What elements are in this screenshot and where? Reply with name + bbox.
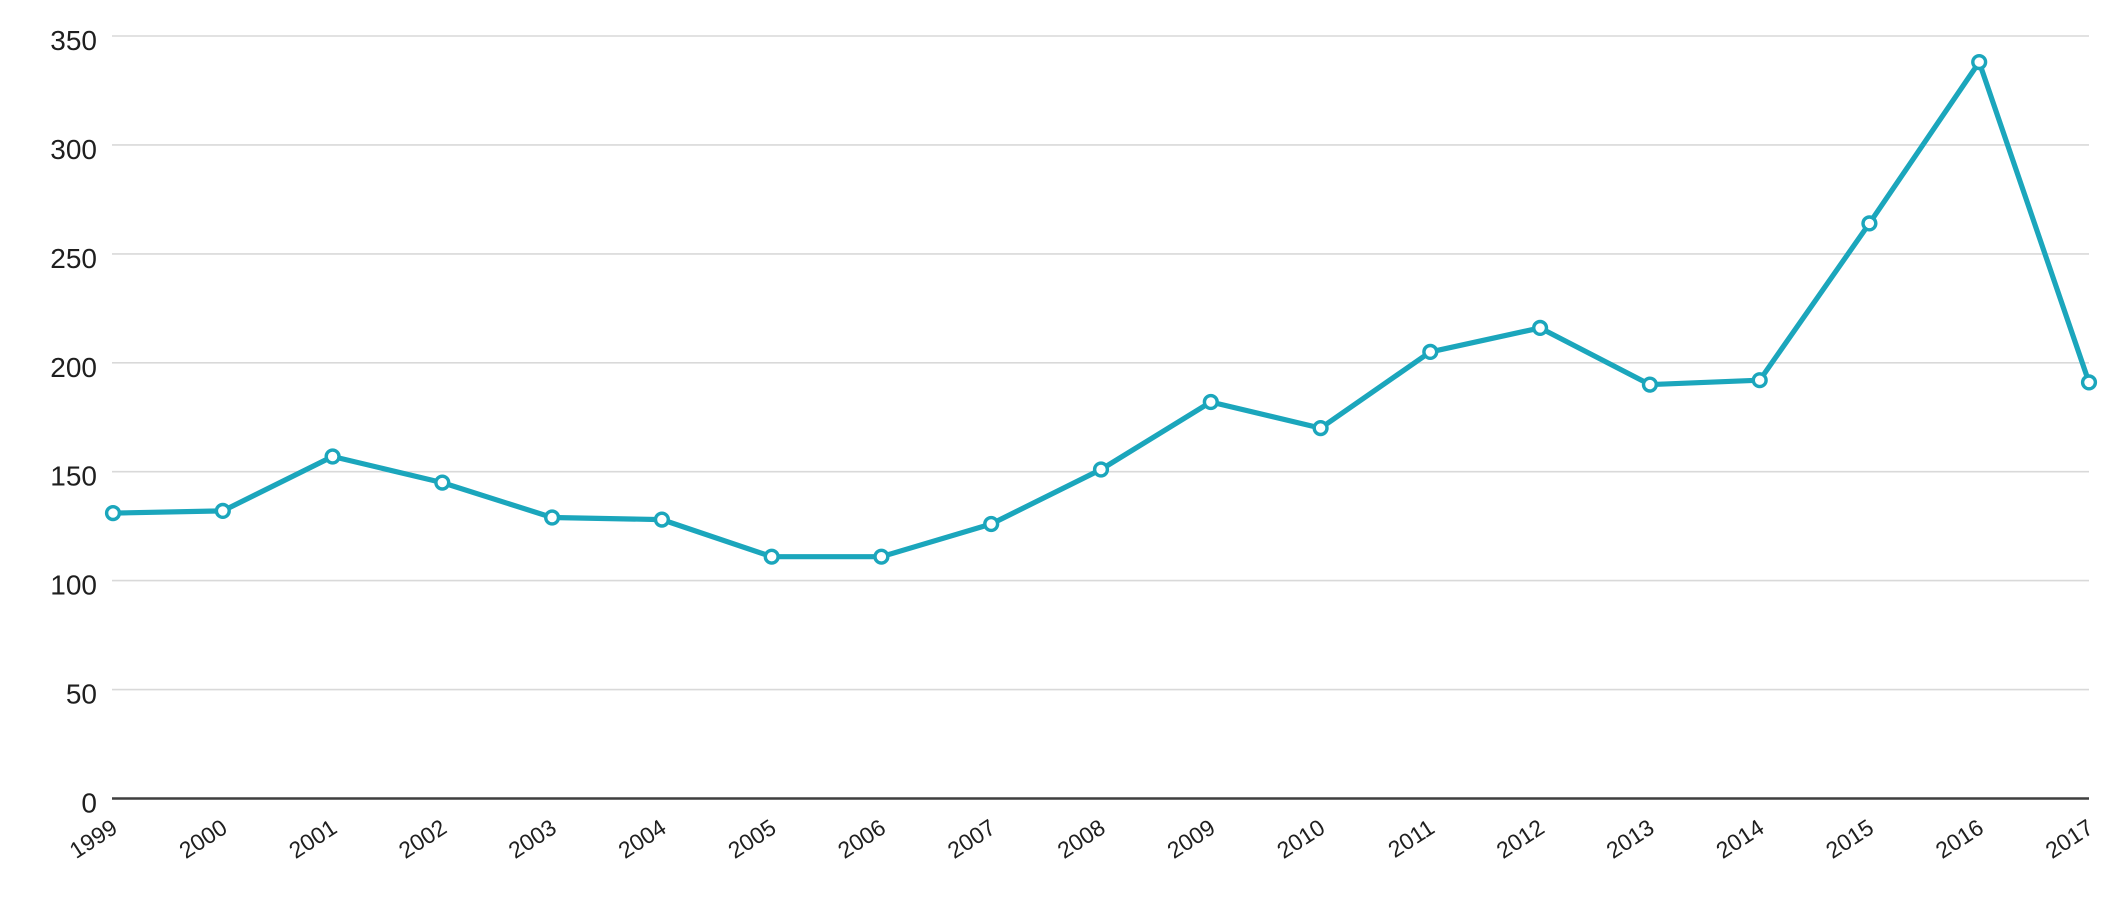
x-tick-label-2013: 2013 — [1602, 814, 1659, 864]
x-tick-label-2010: 2010 — [1272, 814, 1329, 864]
data-point-marker-2006 — [873, 548, 890, 565]
x-tick-label-2004: 2004 — [614, 814, 671, 864]
x-tick-label-2011: 2011 — [1383, 814, 1439, 863]
data-point-marker-2008 — [1092, 461, 1110, 478]
data-point-marker-2016 — [1971, 53, 1988, 71]
x-tick-label-2002: 2002 — [394, 814, 451, 864]
y-tick-label-350: 350 — [50, 25, 97, 56]
data-point-marker-2011 — [1422, 343, 1439, 361]
x-tick-label-2014: 2014 — [1711, 814, 1768, 864]
data-point-marker-2002 — [434, 474, 451, 491]
data-point-marker-2014 — [1751, 372, 1768, 389]
y-tick-label-200: 200 — [50, 352, 97, 383]
series-line — [110, 59, 2092, 560]
data-point-marker-2007 — [983, 515, 1000, 533]
y-tick-label-0: 0 — [81, 788, 97, 819]
data-point-marker-2015 — [1861, 215, 1878, 232]
y-tick-label-50: 50 — [66, 679, 97, 710]
data-point-marker-2004 — [653, 511, 671, 528]
data-point-marker-2012 — [1531, 319, 1549, 337]
data-point-marker-2010 — [1312, 420, 1329, 437]
data-point-marker-2005 — [763, 548, 780, 565]
y-tick-label-300: 300 — [50, 134, 97, 165]
data-point-marker-2003 — [543, 509, 561, 526]
x-tick-label-2007: 2007 — [943, 814, 1000, 864]
data-point-marker-2001 — [324, 448, 341, 465]
data-point-marker-2009 — [1202, 393, 1219, 411]
x-tick-label-2017: 2017 — [2041, 814, 2098, 864]
data-point-marker-2000 — [214, 502, 231, 520]
x-tick-label-2012: 2012 — [1492, 814, 1549, 864]
x-tick-label-2000: 2000 — [174, 814, 231, 864]
x-tick-label-2015: 2015 — [1821, 814, 1878, 864]
x-tick-label-2008: 2008 — [1053, 814, 1110, 864]
x-tick-label-2001: 2001 — [284, 814, 341, 864]
x-tick-label-2016: 2016 — [1931, 814, 1988, 864]
x-tick-label-1999: 1999 — [65, 814, 122, 864]
x-tick-label-2005: 2005 — [723, 814, 780, 864]
y-tick-label-250: 250 — [50, 243, 97, 274]
y-tick-label-100: 100 — [50, 570, 97, 601]
x-tick-label-2009: 2009 — [1162, 814, 1219, 864]
data-point-marker-1999 — [104, 504, 122, 522]
x-tick-label-2003: 2003 — [504, 814, 561, 864]
data-point-marker-2017 — [2080, 374, 2098, 391]
data-point-marker-2013 — [1641, 376, 1659, 393]
y-tick-label-150: 150 — [50, 461, 97, 492]
x-tick-label-2006: 2006 — [833, 814, 890, 864]
